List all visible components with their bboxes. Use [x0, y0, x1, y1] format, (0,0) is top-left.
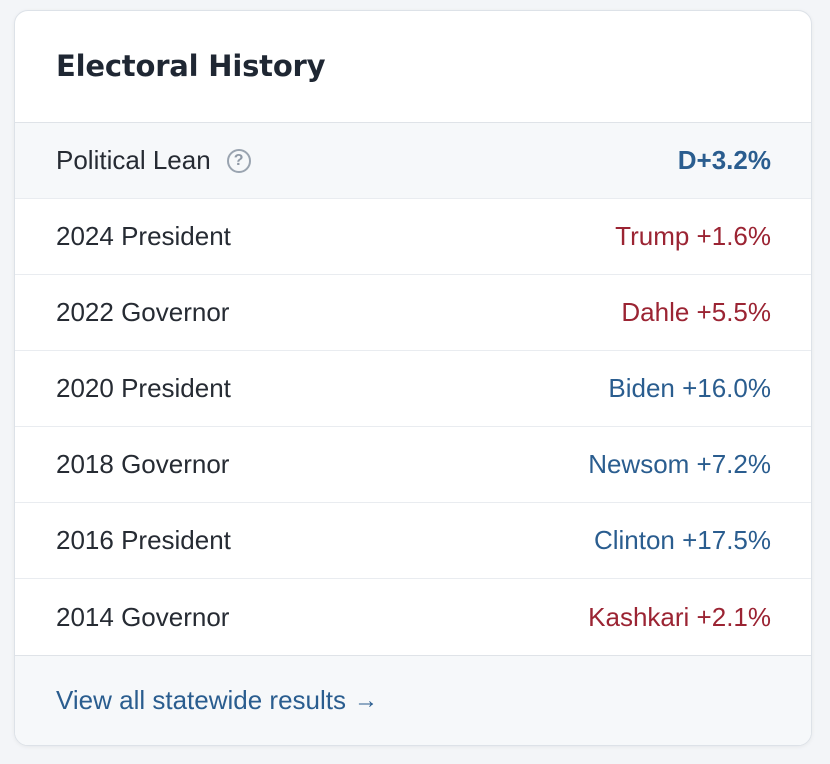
card-header: Electoral History — [15, 11, 811, 123]
political-lean-value: D+3.2% — [677, 145, 771, 175]
election-label: 2024 President — [56, 221, 231, 251]
election-result: Clinton +17.5% — [593, 525, 771, 555]
election-row: 2018 Governor Newsom +7.2% — [15, 427, 811, 503]
election-label: 2016 President — [56, 525, 231, 555]
political-lean-label-group: Political Lean ? — [56, 145, 251, 176]
political-lean-row: Political Lean ? D+3.2% — [15, 123, 811, 199]
electoral-history-card: Electoral History Political Lean ? D+3.2… — [14, 10, 812, 746]
view-all-results-label: View all statewide results — [56, 685, 346, 715]
political-lean-label: Political Lean — [56, 145, 211, 175]
election-label: 2014 Governor — [56, 601, 230, 632]
election-result: Dahle +5.5% — [621, 297, 771, 327]
election-row: 2024 President Trump +1.6% — [15, 199, 811, 275]
help-icon[interactable]: ? — [226, 148, 251, 173]
election-result: Biden +16.0% — [608, 373, 771, 403]
election-row: 2014 Governor Kashkari +2.1% — [15, 579, 811, 655]
card-title: Electoral History — [56, 48, 326, 83]
arrow-right-icon: → — [354, 686, 378, 714]
election-label: 2018 Governor — [56, 449, 230, 479]
election-row: 2016 President Clinton +17.5% — [15, 503, 811, 579]
election-result: Newsom +7.2% — [588, 449, 771, 479]
election-label: 2020 President — [56, 373, 231, 403]
election-result: Trump +1.6% — [615, 221, 771, 251]
card-footer: View all statewide results → — [15, 655, 811, 745]
election-result: Kashkari +2.1% — [588, 601, 771, 632]
election-row: 2022 Governor Dahle +5.5% — [15, 275, 811, 351]
election-label: 2022 Governor — [56, 297, 230, 327]
election-row: 2020 President Biden +16.0% — [15, 351, 811, 427]
view-all-results-link[interactable]: View all statewide results → — [56, 685, 378, 716]
